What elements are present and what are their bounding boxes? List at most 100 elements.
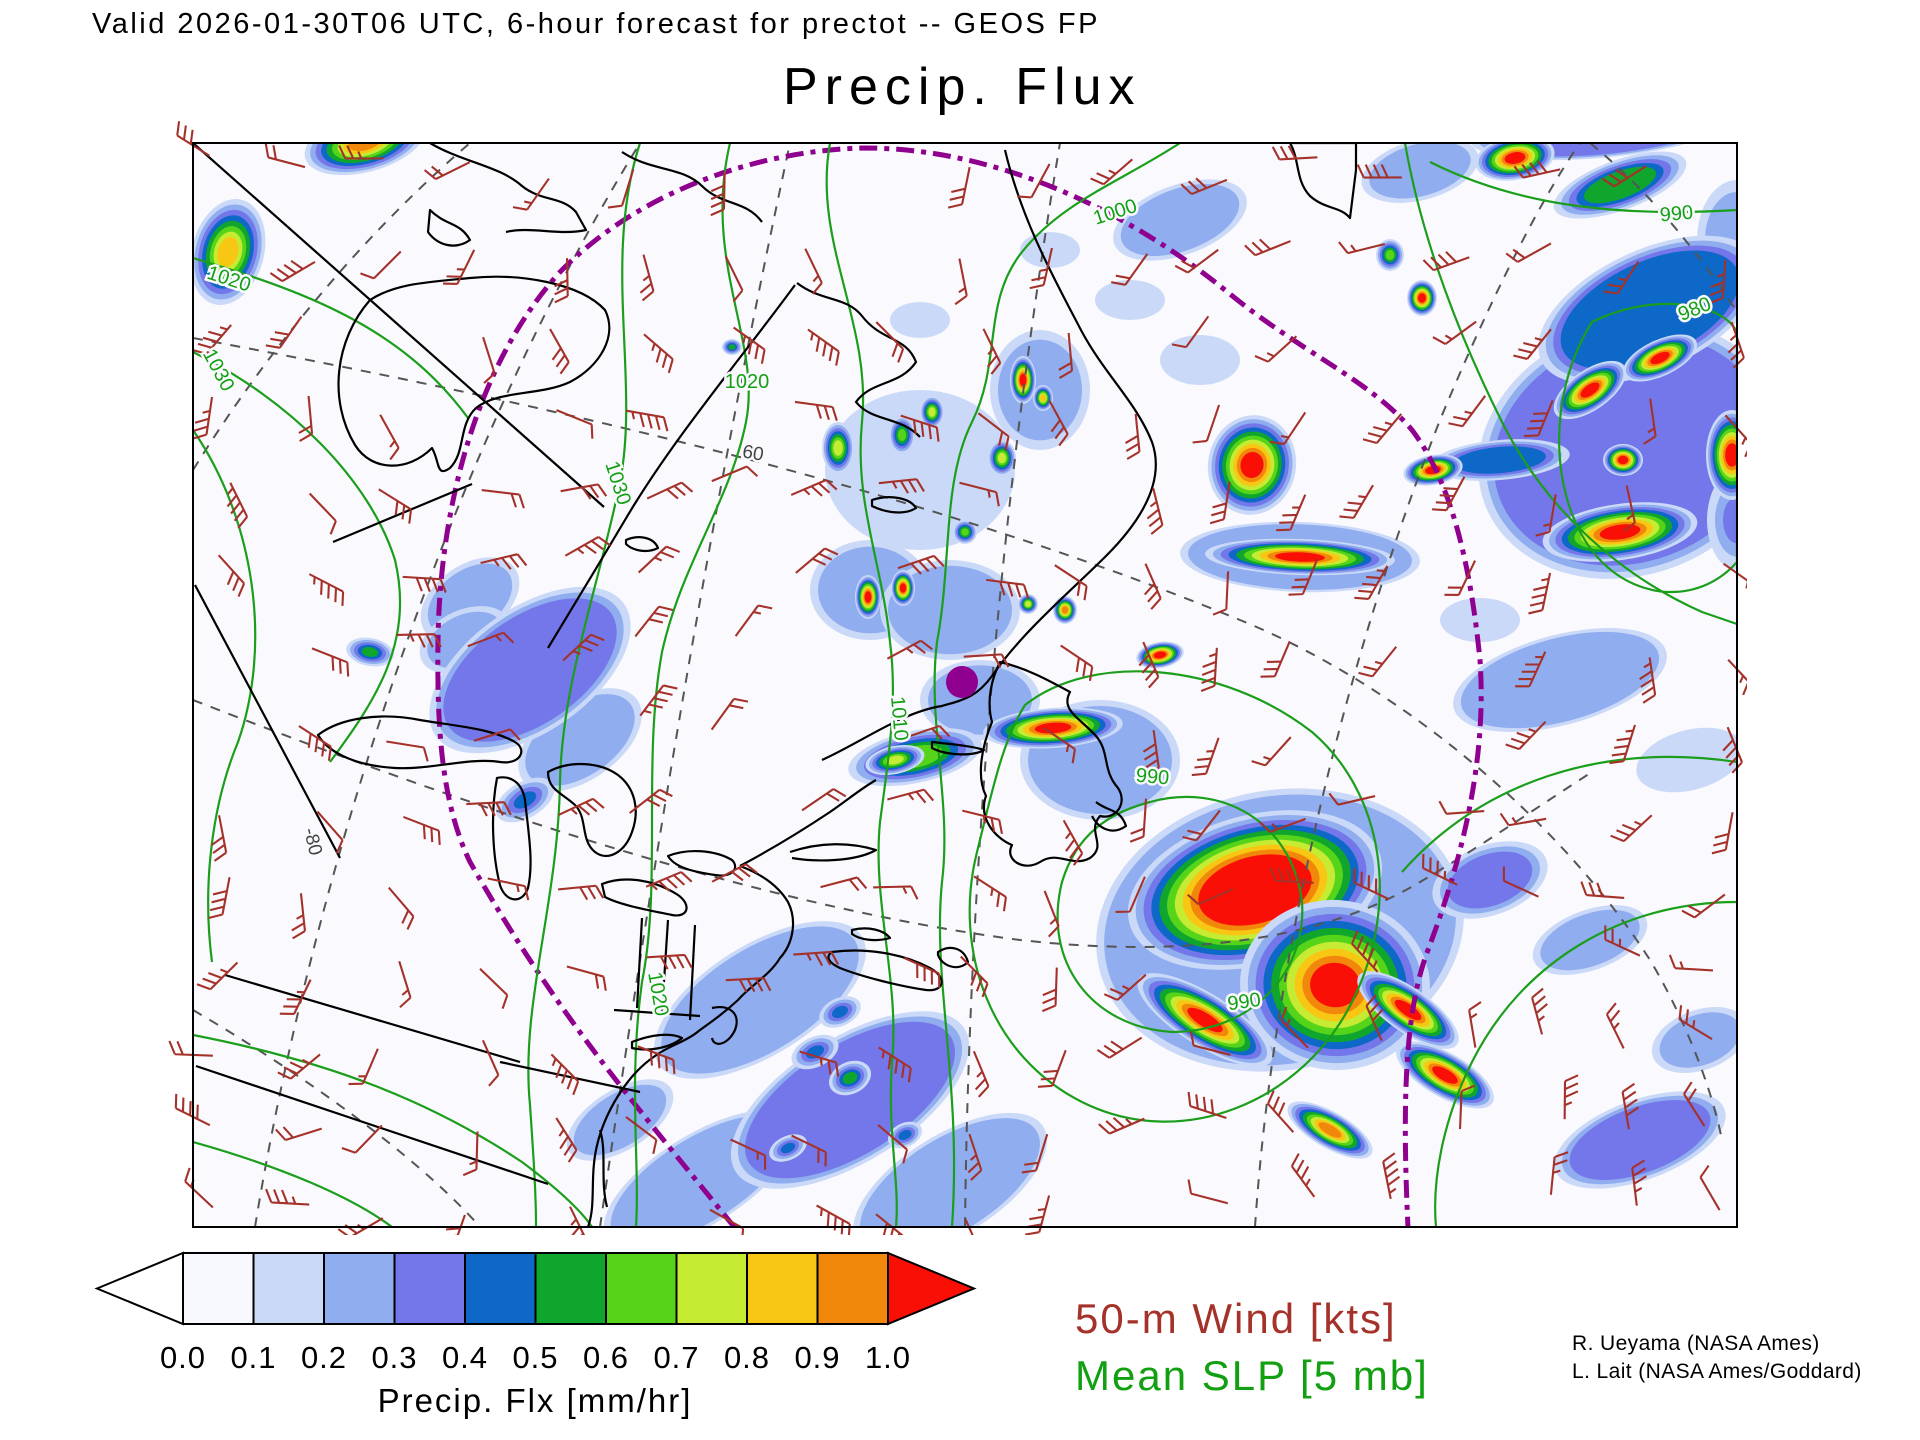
wind-barb	[1115, 876, 1146, 914]
wind-barb	[878, 478, 925, 494]
precip-cell	[1440, 598, 1520, 642]
precip-cell	[1205, 538, 1395, 576]
map-label: 990	[1659, 202, 1694, 227]
wind-barb	[480, 553, 528, 570]
precip-cell	[769, 1134, 807, 1162]
wind-barb	[1727, 658, 1747, 702]
wind-barb	[396, 633, 442, 648]
wind-barb	[555, 1117, 578, 1163]
wind-barb	[626, 409, 669, 432]
precip-cell	[1407, 280, 1437, 316]
colorbar-segment	[323, 1252, 396, 1325]
precip-cell	[891, 570, 915, 606]
precip-cell	[988, 440, 1016, 476]
wind-barb	[900, 414, 940, 442]
precip-cell	[1287, 1101, 1373, 1159]
wind-barb	[1722, 562, 1747, 600]
wind-barb	[473, 728, 521, 742]
precip-cell	[828, 1060, 872, 1096]
wind-barb	[226, 482, 249, 529]
precip-cell	[920, 396, 944, 428]
wind-barb	[1502, 866, 1539, 898]
wind-barb	[629, 788, 673, 814]
wind-barb	[982, 328, 1002, 375]
wind-barb	[487, 877, 530, 901]
wind-barb	[566, 965, 607, 991]
wind-barb	[1683, 1081, 1706, 1127]
wind-barb	[972, 1050, 990, 1098]
wind-barb	[986, 578, 1030, 599]
wind-barb	[308, 573, 345, 606]
wind-barb	[1382, 1152, 1401, 1200]
wind-barb	[1610, 814, 1653, 843]
wind-barb	[1043, 890, 1060, 938]
wind-barb	[646, 953, 693, 970]
precip-cell	[890, 302, 950, 338]
wind-barb	[1042, 726, 1076, 764]
colorbar-tick: 0.6	[582, 1340, 630, 1375]
wind-barb	[1062, 819, 1084, 866]
colorbar-over-arrow	[887, 1251, 977, 1326]
colorbar-tick: 0.9	[794, 1340, 841, 1375]
precip-cell	[825, 390, 1015, 550]
wind-barb	[790, 479, 838, 497]
map-label: 990	[1226, 989, 1262, 1015]
precip-cell	[1651, 1007, 1737, 1073]
colorbar-tick: 0.2	[300, 1340, 348, 1375]
precip-cell	[880, 560, 1020, 660]
precip-cell	[1636, 727, 1737, 793]
wind-barb	[1187, 1179, 1229, 1205]
wind-barb	[1432, 320, 1477, 345]
precip-cell	[1361, 143, 1479, 203]
slp-legend-label: Mean SLP [5 mb]	[1075, 1352, 1429, 1399]
wind-barb	[1017, 163, 1051, 199]
wind-barb	[793, 950, 840, 967]
wind-barb	[1254, 335, 1298, 363]
wind-barb	[607, 169, 635, 209]
wind-barb	[564, 536, 611, 557]
wind-barb	[1288, 558, 1319, 596]
wind-barb	[562, 633, 605, 662]
terminator-line	[435, 145, 1484, 1227]
wind-barb	[264, 143, 306, 169]
wind-barb	[637, 545, 681, 574]
wind-barb	[799, 1050, 840, 1077]
wind-barb	[277, 1053, 321, 1080]
wind-barb	[724, 255, 744, 303]
wind-barb	[1041, 967, 1058, 1013]
wind-barb	[1146, 487, 1164, 535]
wind-barb	[1358, 646, 1398, 678]
colorbar-tick: 0.0	[159, 1340, 207, 1375]
wind-barb	[1422, 853, 1458, 886]
wind-barb	[341, 1124, 383, 1154]
wind-barb	[1724, 414, 1747, 458]
wind-barb	[1505, 242, 1552, 263]
map-label: 1010	[886, 695, 912, 741]
wind-barb	[462, 1131, 479, 1177]
precip-cell	[853, 1112, 1047, 1227]
map-label: 60	[741, 441, 765, 465]
wind-barb	[1531, 987, 1548, 1035]
precip-cell	[819, 996, 861, 1028]
colorbar-segment	[534, 1252, 607, 1325]
wind-barb	[1037, 1049, 1067, 1088]
wind-barb	[795, 547, 839, 574]
colorbar	[94, 1251, 977, 1326]
wind-barb	[1174, 248, 1219, 274]
wind-barb	[466, 801, 512, 817]
colorbar-tick: 0.3	[371, 1340, 418, 1375]
wind-barb	[646, 481, 694, 500]
wind-barb	[269, 259, 316, 283]
wind-barb	[569, 1206, 588, 1235]
wind-barb	[711, 465, 759, 483]
precip-cell	[1095, 280, 1165, 320]
wind-barb	[1604, 925, 1641, 957]
wind-barb	[1468, 1001, 1482, 1048]
wind-barb	[903, 724, 951, 740]
wind-barb	[1290, 1153, 1316, 1198]
valid-time-line: Valid 2026-01-30T06 UTC, 6-hour forecast…	[92, 8, 1100, 40]
wind-barb	[1054, 564, 1088, 601]
precip-cell	[193, 199, 266, 305]
map-label: 1020	[725, 371, 770, 393]
wind-barb	[1058, 332, 1074, 379]
